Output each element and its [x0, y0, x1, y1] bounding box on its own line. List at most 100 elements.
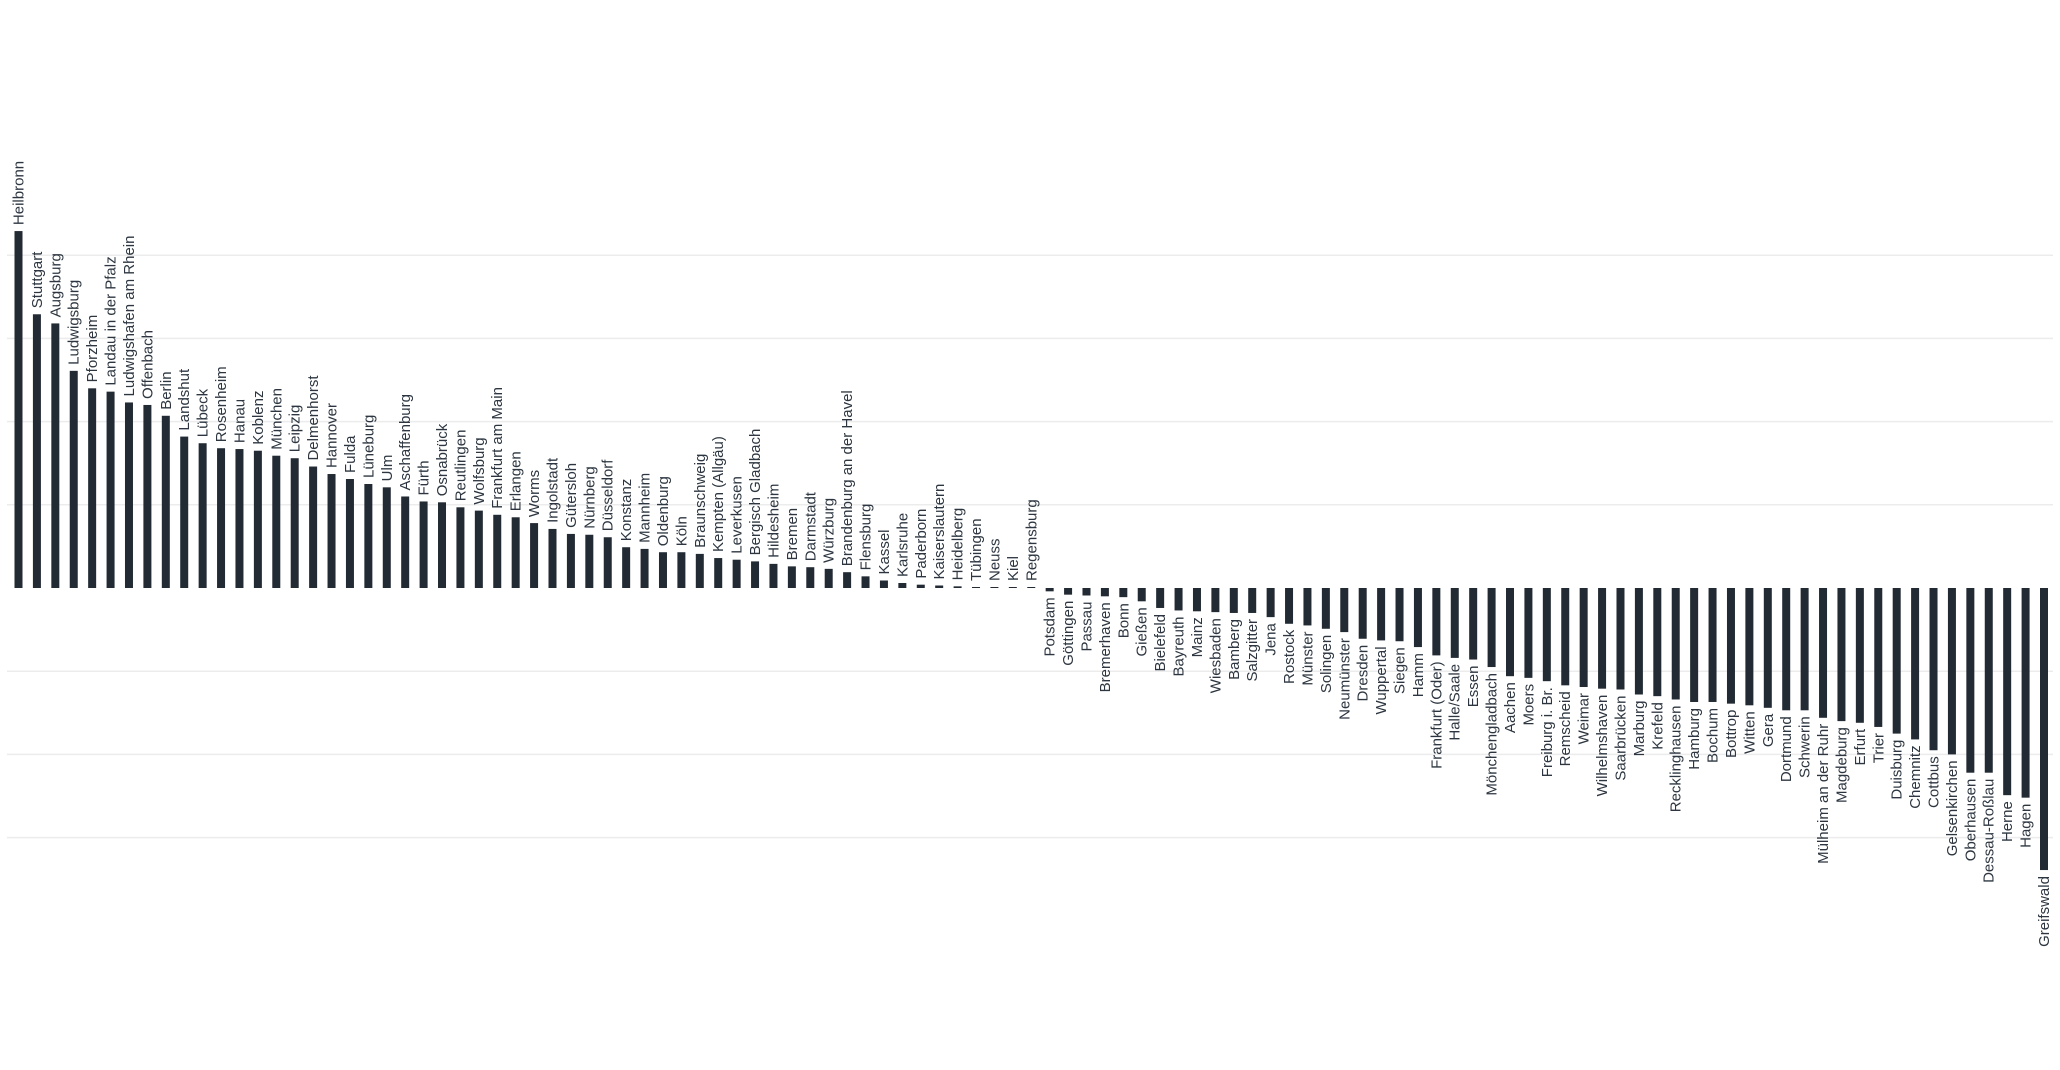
- category-label: Konstanz: [618, 479, 635, 542]
- bar: [217, 448, 226, 588]
- bar: [622, 547, 631, 588]
- category-label: München: [268, 388, 285, 450]
- bar: [714, 558, 723, 588]
- category-label: Remscheid: [1557, 691, 1574, 766]
- category-label: Hannover: [324, 403, 341, 468]
- category-labels: Heilbronn Stuttgart Augsburg Ludwigsburg Pfo…: [11, 161, 2054, 947]
- category-label: Erfurt: [1852, 728, 1869, 766]
- bar: [1579, 588, 1588, 688]
- bar: [272, 455, 281, 588]
- category-label: Jena: [1263, 622, 1280, 655]
- bar: [1082, 588, 1091, 596]
- bar: [2040, 588, 2048, 871]
- bar: [548, 528, 557, 588]
- bar: [124, 402, 133, 588]
- category-label: Bremen: [784, 508, 801, 561]
- bar: [806, 567, 815, 588]
- category-label: Kiel: [1005, 556, 1022, 581]
- category-label: Ludwigshafen am Rhein: [121, 236, 138, 397]
- bar: [677, 552, 686, 588]
- bar: [345, 479, 354, 588]
- category-label: Weimar: [1576, 693, 1593, 744]
- category-label: Tübingen: [968, 518, 985, 581]
- bar: [1229, 588, 1238, 613]
- bar: [769, 563, 778, 588]
- category-label: Dresden: [1355, 645, 1372, 702]
- category-label: Offenbach: [139, 330, 156, 399]
- category-label: Koblenz: [250, 391, 267, 445]
- bar: [1192, 588, 1201, 612]
- category-label: Brandenburg an der Havel: [839, 390, 856, 566]
- category-label: Recklinghausen: [1668, 705, 1685, 812]
- category-label: Ingolstadt: [545, 457, 562, 523]
- category-label: Oberhausen: [1962, 779, 1979, 862]
- category-label: Bochum: [1705, 708, 1722, 763]
- bar: [953, 586, 962, 588]
- category-label: Moers: [1520, 684, 1537, 726]
- category-label: Salzgitter: [1244, 619, 1261, 682]
- bar: [474, 510, 483, 588]
- bar: [106, 391, 115, 588]
- category-label: Halle/Saale: [1447, 664, 1464, 741]
- category-label: Kempten (Allgäu): [710, 436, 727, 552]
- category-label: Witten: [1741, 711, 1758, 754]
- bars: [14, 231, 2048, 871]
- category-label: Fürth: [416, 460, 433, 495]
- bar: [1266, 588, 1275, 618]
- bar: [990, 587, 999, 588]
- category-label: Hanau: [231, 399, 248, 443]
- bar: [1966, 588, 1975, 773]
- category-label: Magdeburg: [1833, 727, 1850, 803]
- bar: [290, 458, 299, 588]
- category-label: Solingen: [1318, 635, 1335, 693]
- bar: [1671, 588, 1680, 700]
- bar: [1432, 588, 1441, 656]
- category-label: Wilhelmshaven: [1594, 695, 1611, 797]
- bar: [1377, 588, 1386, 641]
- category-label: Worms: [526, 470, 543, 517]
- category-label: Stuttgart: [29, 251, 46, 309]
- category-label: Reutlingen: [452, 430, 469, 502]
- bar: [1855, 588, 1864, 723]
- bar: [916, 584, 925, 588]
- bar: [1947, 588, 1956, 755]
- category-label: Rostock: [1281, 629, 1298, 684]
- category-label: Köln: [673, 516, 690, 546]
- bar: [253, 450, 262, 588]
- bar: [972, 587, 981, 588]
- category-label: Saarbrücken: [1612, 696, 1629, 781]
- category-label: Ulm: [379, 455, 396, 482]
- category-label: Kaiserslautern: [931, 484, 948, 580]
- bar: [1524, 588, 1533, 678]
- category-label: Essen: [1465, 666, 1482, 708]
- category-label: Hamburg: [1686, 708, 1703, 770]
- bar: [1303, 588, 1312, 626]
- category-label: Gießen: [1134, 607, 1151, 656]
- bar: [456, 507, 465, 588]
- bar: [603, 537, 612, 588]
- category-label: Leipzig: [287, 405, 304, 453]
- bar: [1156, 588, 1165, 608]
- bar: [1837, 588, 1846, 722]
- bar: [1708, 588, 1717, 702]
- bar: [1413, 588, 1422, 648]
- category-label: Bayreuth: [1171, 616, 1188, 676]
- category-label: Hamm: [1410, 653, 1427, 697]
- bar: [1819, 588, 1828, 718]
- category-label: Bottrop: [1723, 710, 1740, 758]
- category-label: Fulda: [342, 435, 359, 473]
- bar: [364, 484, 373, 588]
- category-label: Wiesbaden: [1207, 618, 1224, 693]
- category-label: Gütersloh: [563, 463, 580, 528]
- category-label: Delmenhorst: [305, 375, 322, 461]
- bar: [1634, 588, 1643, 695]
- category-label: Dessau-Roßlau: [1981, 779, 1998, 883]
- category-label: Wolfsburg: [471, 437, 488, 504]
- category-label: Nürnberg: [581, 466, 598, 529]
- category-label: Bremerhaven: [1097, 602, 1114, 692]
- bar: [1745, 588, 1754, 706]
- bar: [1616, 588, 1625, 690]
- bar: [1561, 588, 1570, 686]
- bar: [14, 231, 23, 588]
